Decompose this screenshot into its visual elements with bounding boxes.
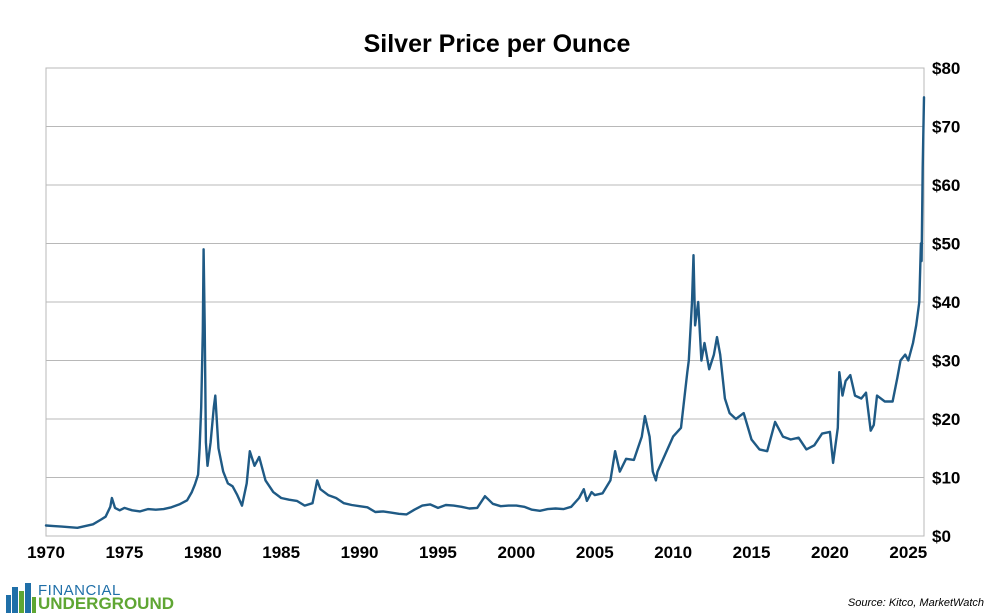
x-tick-label: 1980 — [184, 543, 222, 562]
x-tick-label: 2000 — [497, 543, 535, 562]
x-axis-ticks: 1970 1975 1980 1985 1990 1995 2000 2005 2010 2015… — [27, 543, 927, 562]
silver-price-line — [44, 96, 926, 529]
y-tick-label: $0 — [932, 527, 951, 546]
series-layer — [44, 96, 926, 529]
x-tick-label: 1995 — [419, 543, 457, 562]
y-tick-label: $70 — [932, 118, 960, 137]
x-tick-label: 2015 — [733, 543, 771, 562]
x-tick-label: 1970 — [27, 543, 65, 562]
y-tick-label: $20 — [932, 410, 960, 429]
logo-skyline-icon — [6, 583, 36, 613]
source-note: Source: Kitco, MarketWatch — [847, 597, 984, 609]
financial-underground-logo: FINANCIAL UNDERGROUND — [4, 581, 174, 613]
y-tick-label: $60 — [932, 176, 960, 195]
y-axis-ticks: $0 $10 $20 $30 $40 $50 $60 $70 $80 — [932, 59, 960, 546]
x-tick-label: 1975 — [105, 543, 143, 562]
x-tick-label: 1985 — [262, 543, 300, 562]
y-tick-label: $10 — [932, 469, 960, 488]
plot-area — [45, 67, 925, 537]
x-tick-label: 1990 — [341, 543, 379, 562]
gridlines — [46, 67, 924, 537]
x-tick-label: 2010 — [654, 543, 692, 562]
x-tick-label: 2020 — [811, 543, 849, 562]
y-tick-label: $40 — [932, 293, 960, 312]
y-tick-label: $30 — [932, 352, 960, 371]
logo-text-financial: FINANCIAL — [38, 582, 121, 599]
x-tick-label: 2005 — [576, 543, 614, 562]
logo-text-underground: UNDERGROUND — [38, 594, 174, 613]
x-tick-label: 2025 — [889, 543, 927, 562]
y-tick-label: $80 — [932, 59, 960, 78]
chart-title: Silver Price per Ounce — [364, 30, 631, 58]
y-tick-label: $50 — [932, 235, 960, 254]
